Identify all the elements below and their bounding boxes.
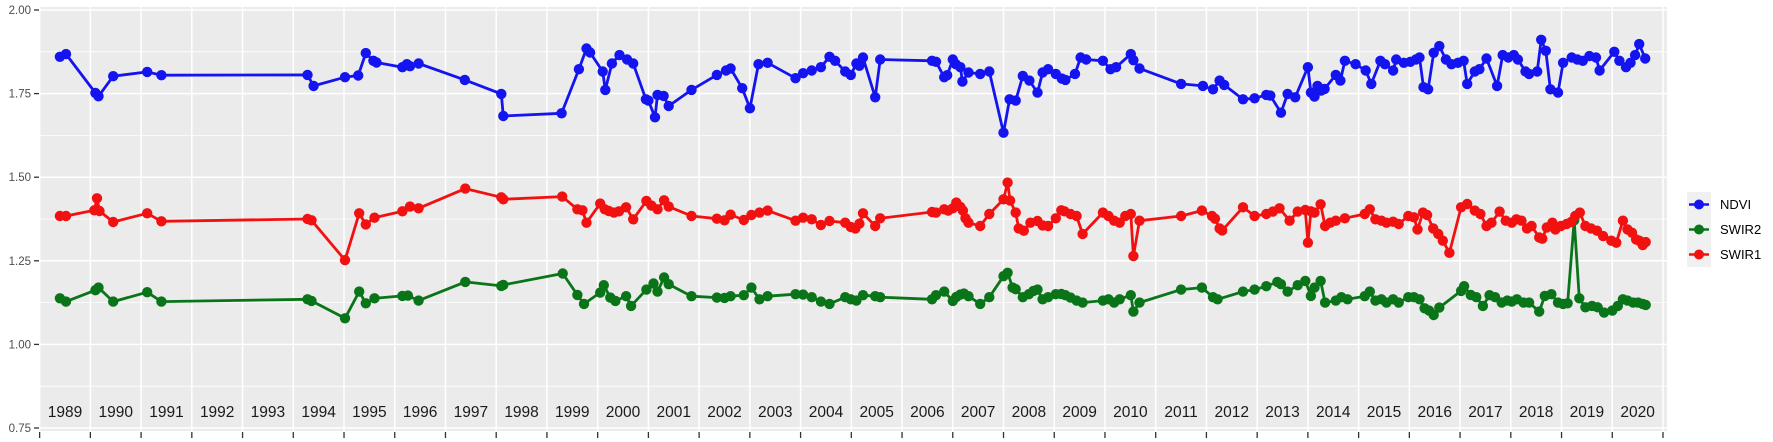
series-swir2 [54,215,1651,324]
legend-label-ndvi: NDVI [1720,197,1752,212]
svg-text:1.00: 1.00 [9,339,31,351]
svg-text:2004: 2004 [809,404,844,421]
svg-text:1992: 1992 [200,404,234,421]
svg-text:2020: 2020 [1620,404,1655,421]
svg-text:2010: 2010 [1113,404,1148,421]
svg-text:2012: 2012 [1215,404,1249,421]
svg-text:0.75: 0.75 [9,423,31,435]
svg-text:2001: 2001 [657,404,691,421]
swir2-key-icon [1687,217,1711,242]
svg-text:2006: 2006 [910,404,944,421]
svg-text:2007: 2007 [961,404,995,421]
legend: NDVI SWIR2 SWIR1 [1687,192,1761,267]
svg-text:1.50: 1.50 [9,172,31,184]
legend-label-swir2: SWIR2 [1720,222,1762,237]
svg-text:1997: 1997 [454,404,488,421]
svg-text:2009: 2009 [1062,404,1096,421]
svg-text:1999: 1999 [555,404,589,421]
svg-text:1.25: 1.25 [9,256,31,268]
y-axis-labels: 2.00 1.75 1.50 1.25 1.00 0.75 [9,5,31,435]
svg-text:2.00: 2.00 [9,5,31,17]
svg-text:2008: 2008 [1012,404,1046,421]
svg-text:2002: 2002 [707,404,741,421]
svg-text:2018: 2018 [1519,404,1553,421]
swir1-key-icon [1687,242,1711,267]
ndvi-key-icon [1687,192,1711,217]
series-ndvi [54,34,1651,138]
svg-text:2014: 2014 [1316,404,1351,421]
svg-text:2003: 2003 [758,404,792,421]
legend-entry-swir1: SWIR1 [1687,242,1761,267]
legend-entry-ndvi: NDVI [1687,192,1761,217]
svg-text:2013: 2013 [1265,404,1299,421]
x-axis-year-labels: 1989 1990 1991 1992 1993 1994 1995 1996 1997 1998… [48,404,1655,421]
series-swir1 [54,177,1651,266]
svg-text:2019: 2019 [1570,404,1604,421]
svg-text:1991: 1991 [149,404,183,421]
svg-text:2016: 2016 [1417,404,1451,421]
svg-text:1998: 1998 [504,404,538,421]
svg-text:2000: 2000 [606,404,641,421]
svg-text:1.75: 1.75 [9,89,31,101]
svg-text:2015: 2015 [1367,404,1401,421]
svg-text:2017: 2017 [1468,404,1502,421]
svg-text:2005: 2005 [859,404,893,421]
svg-text:1995: 1995 [352,404,386,421]
svg-text:1996: 1996 [403,404,437,421]
svg-text:1990: 1990 [98,404,133,421]
svg-text:1993: 1993 [251,404,285,421]
axis-ticks [34,9,1664,438]
legend-entry-swir2: SWIR2 [1687,217,1761,242]
svg-text:2011: 2011 [1164,404,1197,421]
svg-text:1994: 1994 [301,404,336,421]
svg-text:1989: 1989 [48,404,82,421]
legend-label-swir1: SWIR1 [1720,247,1762,262]
